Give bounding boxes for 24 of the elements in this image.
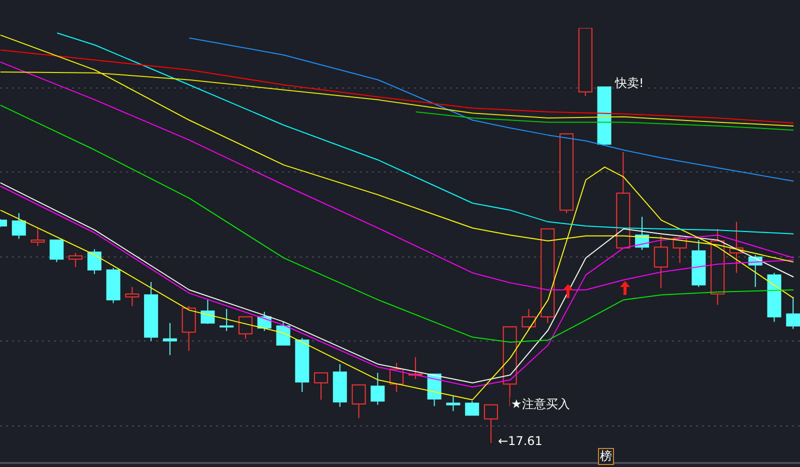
candlestick	[50, 240, 64, 263]
candlestick	[484, 404, 498, 443]
candlestick	[162, 322, 177, 356]
candlestick	[370, 372, 385, 406]
candlestick	[465, 400, 480, 416]
candlestick	[314, 372, 328, 400]
candlestick	[446, 396, 460, 412]
candlestick	[276, 321, 290, 346]
candlestick	[352, 384, 366, 419]
annotation: 快卖!	[614, 76, 645, 91]
candlestick	[125, 286, 140, 307]
candlestick	[12, 212, 26, 240]
candlestick	[30, 228, 45, 246]
candlestick	[654, 235, 668, 289]
candlestick	[68, 252, 83, 268]
annotation: ★注意买入	[510, 397, 571, 412]
text: 榜	[598, 448, 614, 465]
candlestick	[786, 296, 800, 330]
candlestick	[220, 308, 234, 332]
candlestick	[87, 248, 102, 275]
candlestick	[522, 308, 536, 331]
candlestick	[200, 299, 215, 324]
annotation: ←17.61	[497, 434, 544, 449]
candlestick	[238, 316, 252, 340]
